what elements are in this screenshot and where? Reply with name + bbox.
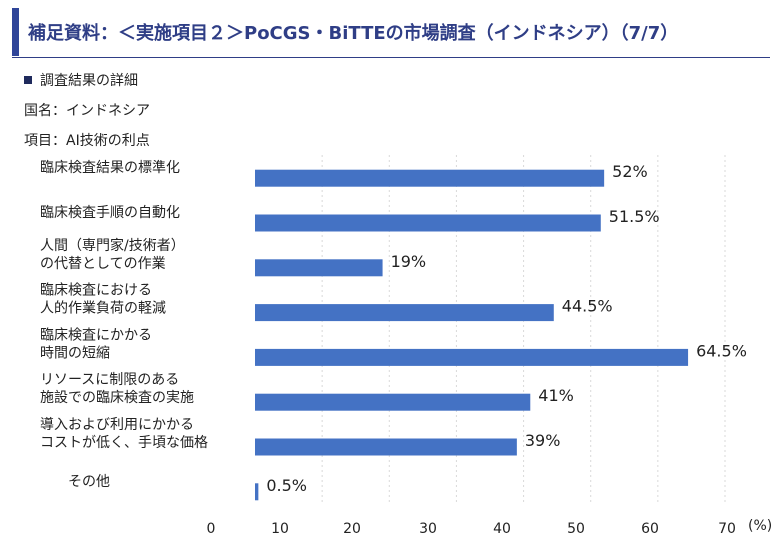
bar	[255, 483, 259, 501]
country-label: 国名：インドネシア	[24, 103, 150, 119]
category-label-line: 臨床検査結果の標準化	[40, 160, 180, 176]
x-tick-label: 10	[271, 521, 289, 537]
section-heading-text: 調査結果の詳細	[40, 73, 138, 89]
value-label: 0.5%	[266, 476, 307, 495]
category-label: 導入および利用にかかるコストが低く、手頃な価格	[40, 417, 208, 451]
x-tick-label: 40	[493, 521, 511, 537]
bar	[255, 348, 689, 366]
x-tick-label: 70	[718, 521, 736, 537]
value-label: 44.5%	[562, 297, 613, 316]
value-label: 39%	[525, 431, 561, 450]
item-label: 項目：AI技術の利点	[24, 133, 150, 149]
category-label: 臨床検査手順の自動化	[40, 205, 180, 221]
category-label: 人間（専門家/技術者） の代替としての作業	[40, 237, 185, 272]
value-label: 52%	[612, 162, 648, 181]
category-label-line: 人間（専門家/技術者）	[40, 237, 185, 254]
bar	[255, 169, 605, 187]
value-label: 51.5%	[609, 207, 660, 226]
category-label-line: 時間の短縮	[40, 345, 110, 361]
page-title: 補足資料：＜実施項目２＞PoCGS・BiTTEの市場調査（インドネシア）（7/7…	[28, 23, 679, 44]
value-label: 41%	[538, 386, 574, 405]
category-label-line: その他	[68, 474, 110, 490]
bar	[255, 438, 517, 456]
category-label-line: 人的作業負荷の軽減	[40, 300, 166, 317]
category-label: 臨床検査にかかる時間の短縮	[40, 327, 152, 361]
x-tick-label: 0	[207, 521, 216, 537]
square-bullet-icon	[24, 76, 32, 84]
category-label-line: 施設での臨床検査の実施	[40, 390, 194, 406]
x-tick-label: 60	[641, 521, 659, 537]
category-label: 臨床検査における人的作業負荷の軽減	[40, 283, 166, 317]
category-label-line: の代替としての作業	[40, 256, 166, 272]
bar	[255, 304, 554, 322]
category-label-line: 導入および利用にかかる	[40, 417, 194, 433]
category-label: リソースに制限のある施設での臨床検査の実施	[40, 372, 194, 406]
x-unit-label: (%)	[748, 518, 772, 534]
title-accent-bar	[12, 8, 19, 56]
category-label-line: 臨床検査における	[40, 283, 152, 299]
category-label-line: 臨床検査にかかる	[40, 327, 152, 343]
category-label-line: リソースに制限のある	[40, 372, 179, 388]
bar	[255, 214, 601, 232]
category-label: その他	[68, 474, 110, 490]
bar	[255, 393, 531, 411]
x-tick-label: 50	[567, 521, 585, 537]
value-label: 64.5%	[696, 341, 747, 360]
section-heading: 調査結果の詳細	[24, 70, 138, 90]
x-tick-label: 30	[419, 521, 437, 537]
title-bar: 補足資料：＜実施項目２＞PoCGS・BiTTEの市場調査（インドネシア）（7/7…	[12, 6, 770, 58]
x-tick-label: 20	[343, 521, 361, 537]
bar	[255, 259, 383, 277]
category-label-line: 臨床検査手順の自動化	[40, 205, 180, 221]
category-label: 臨床検査結果の標準化	[40, 160, 180, 176]
value-label: 19%	[391, 252, 427, 271]
category-label-line: コストが低く、手頃な価格	[40, 435, 208, 451]
